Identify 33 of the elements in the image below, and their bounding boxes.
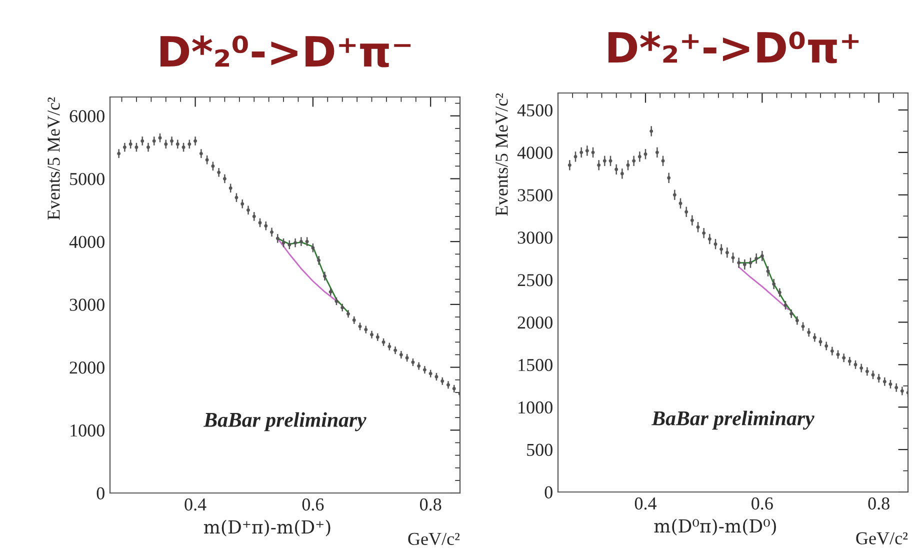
text: GeV/c²	[408, 532, 460, 546]
y-tick-label: 2000	[70, 362, 104, 374]
y-tick-label: 4000	[69, 236, 104, 248]
y-tick-label: 3000	[518, 232, 552, 244]
x-axis-title: m(D⁰π)-m(D⁰)	[654, 518, 776, 536]
y-axis-title: Events/5 MeV/c²	[48, 97, 60, 220]
y-tick-label: 2500	[518, 274, 552, 286]
y-tick-label: 1000	[518, 401, 552, 414]
y-tick-label: 2000	[518, 316, 552, 329]
y-tick-label: 0	[96, 487, 104, 500]
x-tick-label: 0.6	[752, 497, 773, 510]
y-tick-label: 1500	[518, 358, 552, 372]
x-tick-label: 0.4	[184, 498, 206, 511]
x-tick-label: 0.6	[302, 498, 324, 511]
x-tick-label: 0.4	[634, 497, 657, 510]
y-tick-label: 3500	[518, 189, 552, 202]
x-tick-label: 0.8	[420, 498, 442, 511]
x-tick-label: 0.8	[868, 497, 890, 510]
chart-title: D*₂⁰->D⁺π⁻	[160, 36, 411, 68]
y-tick-label: 3000	[70, 298, 104, 311]
text: GeV/c²	[856, 532, 908, 544]
y-tick-label: 4500	[517, 104, 552, 116]
x-axis-title: m(D⁺π)-m(D⁺)	[204, 520, 330, 536]
chart-title: D*₂⁺->D⁰π⁺	[608, 32, 859, 64]
y-axis-title: Events/5 MeV/c²	[496, 93, 508, 216]
y-tick-label: 4000	[517, 146, 552, 159]
y-tick-label: 6000	[70, 110, 104, 122]
y-tick-label: 0	[544, 486, 552, 498]
annotation: BaBar preliminary	[203, 412, 366, 432]
y-tick-label: 500	[527, 444, 552, 456]
annotation: BaBar preliminary	[651, 410, 814, 430]
y-tick-label: 5000	[70, 172, 104, 186]
y-tick-label: 1000	[70, 424, 104, 437]
